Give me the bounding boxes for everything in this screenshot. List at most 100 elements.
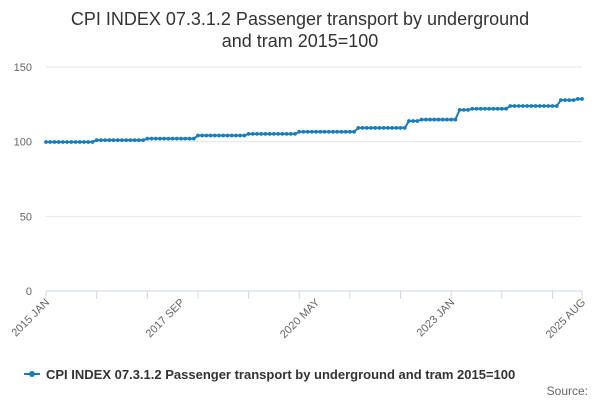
data-point[interactable] — [575, 97, 580, 101]
data-point[interactable] — [432, 117, 437, 122]
data-point[interactable] — [491, 106, 496, 111]
data-point[interactable] — [466, 107, 470, 112]
data-point[interactable] — [309, 129, 314, 134]
data-point[interactable] — [542, 104, 546, 108]
data-point[interactable] — [259, 132, 264, 136]
data-point[interactable] — [153, 136, 158, 141]
data-point[interactable] — [208, 133, 213, 138]
data-point[interactable] — [529, 104, 534, 108]
data-point[interactable] — [60, 140, 65, 144]
data-point[interactable] — [170, 136, 175, 141]
data-point[interactable] — [204, 133, 209, 138]
data-point[interactable] — [559, 98, 563, 103]
data-point[interactable] — [293, 132, 297, 136]
data-point[interactable] — [571, 98, 576, 103]
data-point[interactable] — [419, 117, 424, 122]
data-point[interactable] — [402, 126, 407, 130]
data-point[interactable] — [411, 119, 416, 123]
data-point[interactable] — [461, 107, 466, 112]
data-point[interactable] — [98, 138, 103, 143]
data-point[interactable] — [521, 104, 525, 108]
data-point[interactable] — [563, 98, 568, 103]
data-point[interactable] — [360, 126, 365, 130]
data-point[interactable] — [234, 133, 238, 138]
data-point[interactable] — [86, 140, 91, 144]
data-point[interactable] — [453, 117, 458, 122]
data-point[interactable] — [128, 138, 133, 143]
data-point[interactable] — [301, 129, 306, 134]
data-point[interactable] — [373, 126, 378, 130]
data-point[interactable] — [56, 140, 61, 144]
data-point[interactable] — [445, 117, 449, 122]
data-point[interactable] — [352, 129, 356, 134]
data-point[interactable] — [533, 104, 538, 108]
data-point[interactable] — [343, 129, 348, 134]
data-point[interactable] — [250, 132, 255, 136]
data-point[interactable] — [276, 132, 281, 136]
data-point[interactable] — [280, 132, 285, 136]
data-point[interactable] — [504, 106, 508, 111]
data-point[interactable] — [478, 106, 483, 111]
data-point[interactable] — [284, 132, 289, 136]
data-point[interactable] — [364, 126, 369, 130]
data-point[interactable] — [65, 140, 69, 144]
data-point[interactable] — [288, 132, 293, 136]
data-point[interactable] — [318, 129, 323, 134]
data-point[interactable] — [136, 138, 141, 143]
data-point[interactable] — [94, 138, 99, 143]
data-point[interactable] — [297, 129, 302, 134]
data-point[interactable] — [423, 117, 428, 122]
data-point[interactable] — [394, 126, 399, 130]
data-point[interactable] — [225, 133, 230, 138]
data-point[interactable] — [495, 106, 500, 111]
data-point[interactable] — [48, 140, 53, 144]
data-point[interactable] — [554, 104, 559, 108]
data-point[interactable] — [347, 129, 352, 134]
data-point[interactable] — [90, 140, 95, 144]
data-point[interactable] — [356, 126, 361, 130]
data-point[interactable] — [107, 138, 112, 143]
data-point[interactable] — [124, 138, 129, 143]
data-point[interactable] — [580, 97, 584, 101]
data-point[interactable] — [263, 132, 268, 136]
data-point[interactable] — [415, 119, 420, 123]
data-point[interactable] — [339, 129, 344, 134]
data-point[interactable] — [73, 140, 78, 144]
data-point[interactable] — [508, 104, 513, 108]
data-point[interactable] — [191, 136, 196, 141]
data-point[interactable] — [166, 136, 171, 141]
data-point[interactable] — [52, 140, 57, 144]
data-point[interactable] — [217, 133, 221, 138]
data-point[interactable] — [381, 126, 386, 130]
data-point[interactable] — [200, 133, 205, 138]
data-point[interactable] — [145, 136, 150, 141]
data-point[interactable] — [550, 104, 555, 108]
data-point[interactable] — [305, 129, 310, 134]
data-point[interactable] — [267, 132, 272, 136]
data-point[interactable] — [516, 104, 521, 108]
legend[interactable]: CPI INDEX 07.3.1.2 Passenger transport b… — [24, 366, 515, 382]
data-point[interactable] — [449, 117, 454, 122]
data-point[interactable] — [512, 104, 517, 108]
data-point[interactable] — [407, 119, 411, 123]
data-point[interactable] — [196, 133, 200, 138]
data-point[interactable] — [246, 132, 251, 136]
data-point[interactable] — [322, 129, 327, 134]
data-point[interactable] — [436, 117, 441, 122]
data-point[interactable] — [132, 138, 137, 143]
data-point[interactable] — [385, 126, 390, 130]
data-point[interactable] — [229, 133, 234, 138]
data-point[interactable] — [331, 129, 335, 134]
data-point[interactable] — [111, 138, 116, 143]
data-point[interactable] — [457, 107, 462, 112]
data-point[interactable] — [314, 129, 319, 134]
data-point[interactable] — [398, 126, 403, 130]
data-point[interactable] — [179, 136, 183, 141]
data-point[interactable] — [238, 133, 243, 138]
data-point[interactable] — [120, 138, 124, 143]
data-point[interactable] — [187, 136, 192, 141]
data-point[interactable] — [474, 106, 479, 111]
data-point[interactable] — [212, 133, 217, 138]
data-point[interactable] — [242, 133, 247, 138]
data-point[interactable] — [115, 138, 120, 143]
